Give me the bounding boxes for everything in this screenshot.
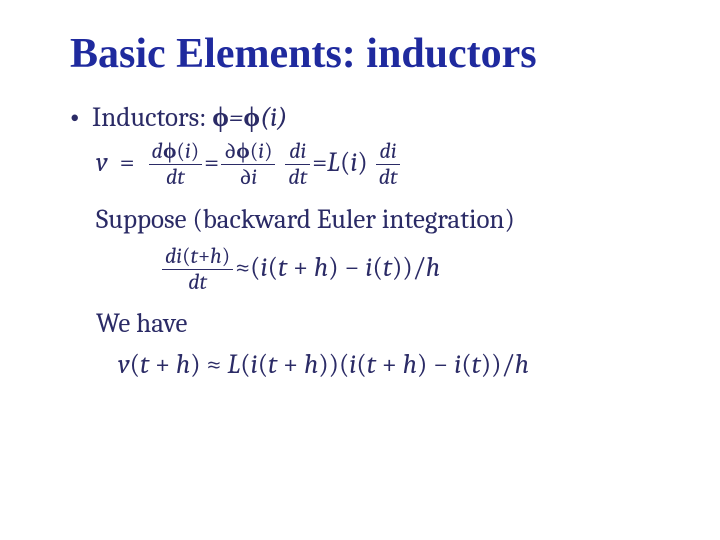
phi-num2: ϕ: [236, 138, 250, 164]
wehave-line: We have: [96, 308, 660, 339]
frac-partial-phi: ∂ϕ(i) ∂i: [221, 140, 275, 189]
partial-den: ∂: [239, 164, 251, 190]
phi-num1: ϕ: [163, 138, 177, 164]
v-eq2: =: [312, 147, 327, 178]
slide: Basic Elements: inductors • Inductors: ϕ…: [0, 0, 720, 540]
v-lhs: v: [96, 147, 108, 178]
phi-sym: ϕ: [243, 102, 260, 133]
relation-op: =: [229, 102, 243, 133]
den3: dt: [285, 165, 310, 189]
frac-di-dt-2: di dt: [376, 140, 401, 189]
equation-result: v(t + h) ≈ L(i(t + h))(i(t + h) − i(t))/…: [118, 349, 660, 380]
frac-dphi-dt: dϕ(i) dt: [149, 140, 203, 189]
suppose-line: Suppose (backward Euler integration): [96, 204, 660, 235]
approx-sym-1: ≈: [235, 251, 250, 282]
bullet-icon: •: [70, 102, 92, 134]
inductors-label-text: Inductors:: [92, 102, 206, 133]
approx-sym-2: ≈: [207, 349, 222, 380]
L-term: L(i): [327, 147, 368, 178]
bullet-row: • Inductors: ϕ=ϕ(i): [70, 102, 660, 134]
num3: di: [285, 140, 310, 165]
partial-num: ∂: [224, 138, 236, 164]
den1: dt: [149, 165, 203, 189]
frac-dith-dt: di(t+h) dt: [162, 245, 233, 294]
v-eq-mid: =: [204, 147, 219, 178]
phi-lhs: ϕ: [212, 102, 229, 133]
num4: di: [376, 140, 401, 165]
slide-title: Basic Elements: inductors: [70, 30, 660, 78]
equation-be-approx: di(t+h) dt ≈(i(t + h) − i(t))/h: [160, 245, 660, 294]
be-den: dt: [162, 270, 233, 294]
frac-di-dt-1: di dt: [285, 140, 310, 189]
den4: dt: [376, 165, 401, 189]
v-eq1: =: [120, 147, 135, 178]
equation-v-def: v = dϕ(i) dt = ∂ϕ(i) ∂i di dt =L(i) di d…: [96, 140, 660, 189]
inductors-label: Inductors: ϕ=ϕ(i): [92, 102, 287, 133]
